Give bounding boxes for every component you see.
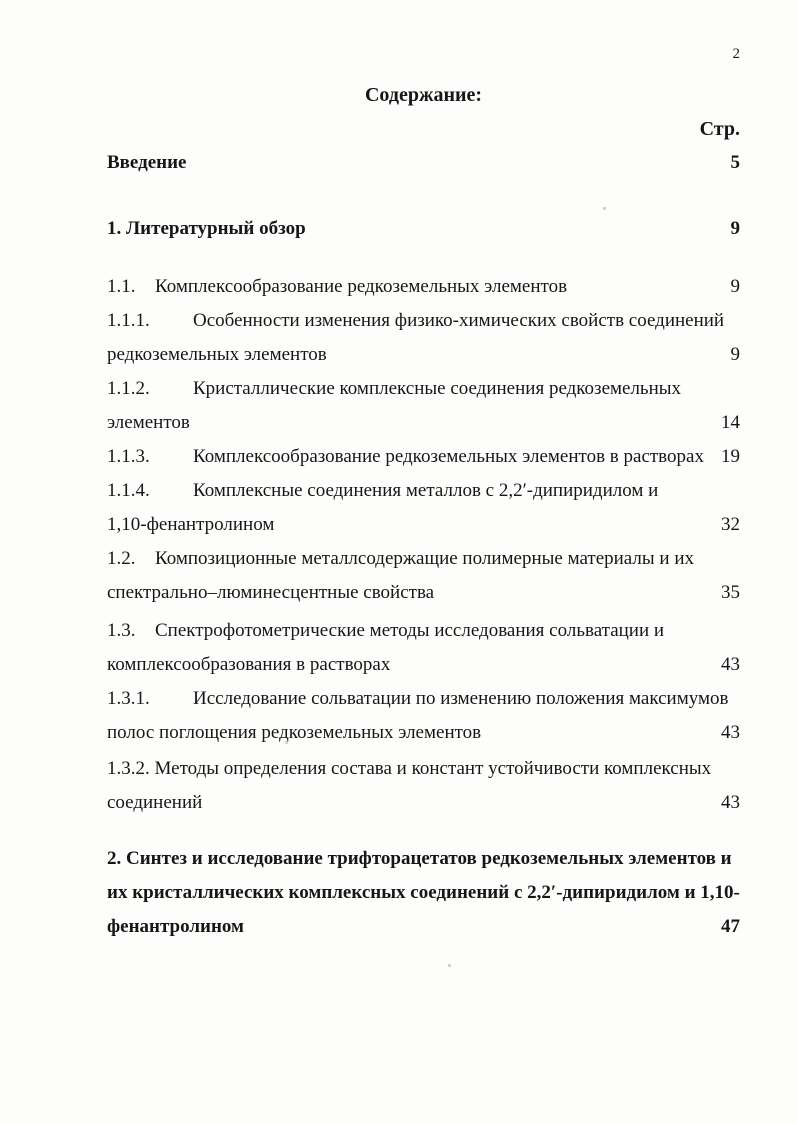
toc-entry-text: 1,10-фенантролином <box>107 514 275 535</box>
toc-entry-page: 9 <box>730 276 741 297</box>
toc-entry-1-3-2: 1.3.2. Методы определения состава и конс… <box>107 752 740 786</box>
toc-entry-text: Кристаллические комплексные соединения р… <box>193 378 682 399</box>
toc-entry-page: 43 <box>721 654 740 675</box>
toc-entry-1-3-1-continuation: полос поглощения редкоземельных элементо… <box>107 716 740 750</box>
toc-entry-text: Особенности изменения физико-химических … <box>193 310 725 331</box>
toc-entry-number: 1.1.2. <box>107 378 150 399</box>
toc-entry-text: Комплексообразование редкоземельных элем… <box>155 276 568 297</box>
page-column-header: Стр. <box>699 118 740 140</box>
toc-entry-introduction: Введение 5 <box>107 146 740 180</box>
toc-entry-1-1-1: 1.1.1. Особенности изменения физико-хими… <box>107 304 740 338</box>
toc-entry-1-1-2-continuation: элементов 14 <box>107 406 740 440</box>
toc-entry-number: 1.1.4. <box>107 480 150 501</box>
toc-title: Содержание: <box>364 84 483 106</box>
toc-entry-text: их кристаллических комплексных соединени… <box>107 882 740 903</box>
toc-entry-number: 1.2. <box>107 548 136 569</box>
toc-entry-page: 5 <box>730 152 741 173</box>
toc-entry-1-3-1: 1.3.1. Исследование сольватации по измен… <box>107 682 740 716</box>
toc-entry-text: Композиционные металлсодержащие полимерн… <box>155 548 694 569</box>
toc-entry-text: соединений <box>107 792 203 813</box>
scan-speck <box>603 207 606 210</box>
table-of-contents: Содержание: Стр. Введение 5 1. Литератур… <box>107 78 740 944</box>
toc-entry-text: Комплексные соединения металлов с 2,2′-д… <box>193 480 659 501</box>
toc-entry-section-1: 1. Литературный обзор 9 <box>107 212 740 246</box>
toc-entry-text: Спектрофотометрические методы исследован… <box>155 620 665 641</box>
toc-entry-1-2: 1.2. Композиционные металлсодержащие пол… <box>107 542 740 576</box>
toc-entry-text: комплексообразования в растворах <box>107 654 391 675</box>
toc-entry-text: 1.3.2. Методы определения состава и конс… <box>107 758 712 779</box>
page-number: 2 <box>732 46 741 62</box>
toc-entry-text: фенантролином <box>107 916 244 937</box>
toc-entry-1-3: 1.3. Спектрофотометрические методы иссле… <box>107 614 740 648</box>
scan-speck <box>448 964 451 967</box>
toc-entry-page: 9 <box>730 344 741 365</box>
toc-entry-section-2-continuation: их кристаллических комплексных соединени… <box>107 876 740 910</box>
toc-entry-1-1-1-continuation: редкоземельных элементов 9 <box>107 338 740 372</box>
toc-entry-page: 32 <box>721 514 740 535</box>
toc-entry-number: 1.1.3. <box>107 446 150 467</box>
toc-entry-text: 2. Синтез и исследование трифторацетатов… <box>107 848 732 869</box>
toc-entry-text: Исследование сольватации по изменению по… <box>193 688 729 709</box>
toc-entry-page: 9 <box>730 218 741 239</box>
toc-entry-page: 14 <box>721 412 740 433</box>
toc-entry-text: полос поглощения редкоземельных элементо… <box>107 722 482 743</box>
toc-entry-text: 1. Литературный обзор <box>107 218 306 239</box>
toc-entry-1-1-2: 1.1.2. Кристаллические комплексные соеди… <box>107 372 740 406</box>
toc-entry-text: редкоземельных элементов <box>107 344 327 365</box>
toc-entry-page: 47 <box>721 916 740 937</box>
toc-entry-section-2-continuation-2: фенантролином 47 <box>107 910 740 944</box>
toc-entry-text: Введение <box>107 152 187 173</box>
toc-entry-text: спектрально–люминесцентные свойства <box>107 582 435 603</box>
scan-speck <box>285 741 288 744</box>
toc-entry-number: 1.3.1. <box>107 688 150 709</box>
toc-entry-number: 1.1.1. <box>107 310 150 331</box>
toc-entry-1-3-2-continuation: соединений 43 <box>107 786 740 820</box>
toc-entry-number: 1.1. <box>107 276 136 297</box>
toc-entry-1-3-continuation: комплексообразования в растворах 43 <box>107 648 740 682</box>
toc-entry-1-1-4-continuation: 1,10-фенантролином 32 <box>107 508 740 542</box>
toc-entry-text: элементов <box>107 412 190 433</box>
toc-entry-text: Комплексообразование редкоземельных элем… <box>193 446 704 467</box>
toc-entry-number: 1.3. <box>107 620 136 641</box>
toc-entry-page: 43 <box>721 792 740 813</box>
toc-entry-1-1-3: 1.1.3. Комплексообразование редкоземельн… <box>107 440 740 474</box>
toc-entry-page: 19 <box>721 446 740 467</box>
toc-entry-1-1-4: 1.1.4. Комплексные соединения металлов с… <box>107 474 740 508</box>
toc-entry-section-2: 2. Синтез и исследование трифторацетатов… <box>107 842 740 876</box>
toc-entry-page: 43 <box>721 722 740 743</box>
toc-entry-1-1: 1.1. Комплексообразование редкоземельных… <box>107 270 740 304</box>
toc-entry-page: 35 <box>721 582 740 603</box>
toc-entry-1-2-continuation: спектрально–люминесцентные свойства 35 <box>107 576 740 610</box>
